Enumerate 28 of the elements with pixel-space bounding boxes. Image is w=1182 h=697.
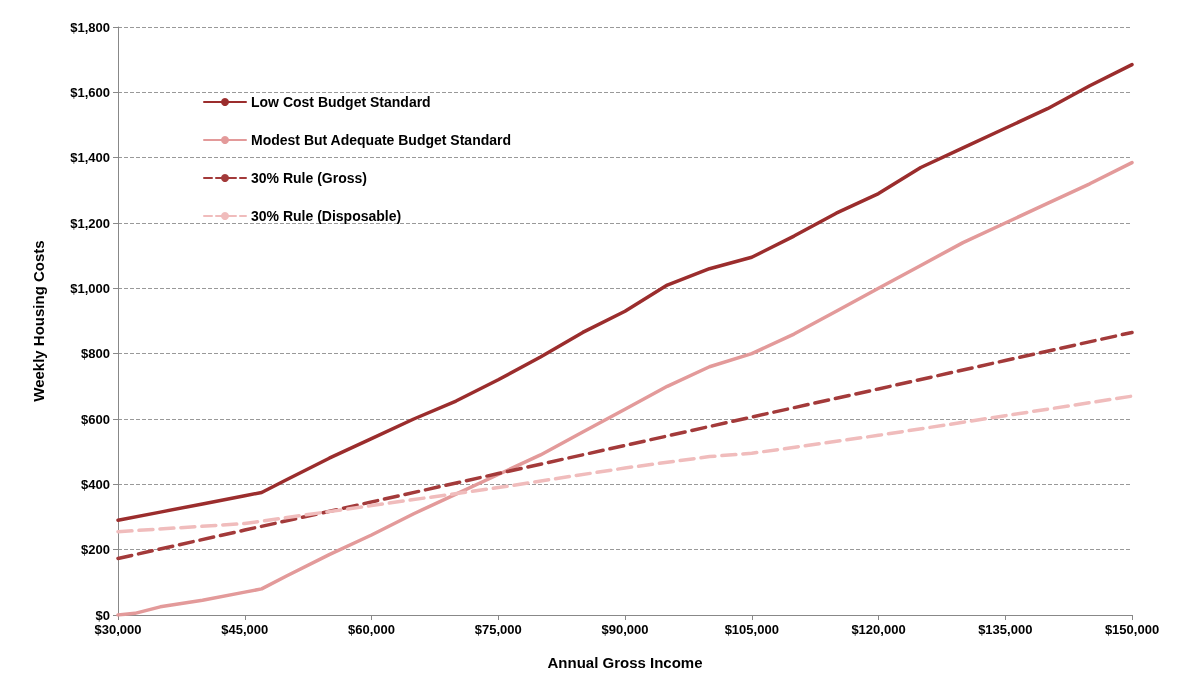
line-series: [116, 62, 1134, 523]
x-tick-label: $150,000: [1104, 622, 1160, 637]
legend-label: Modest But Adequate Budget Standard: [251, 132, 512, 148]
y-tick-label: $400: [81, 476, 110, 492]
x-tick-label: $60,000: [348, 622, 395, 637]
x-tick-label: $105,000: [724, 622, 779, 637]
y-tick-label: $1,600: [70, 84, 110, 100]
x-tick-label: $30,000: [94, 622, 142, 637]
x-tick-label: $120,000: [851, 622, 906, 637]
x-tick-label: $75,000: [474, 622, 522, 637]
y-tick-label: $1,200: [70, 215, 110, 231]
y-tick-label: $1,400: [70, 150, 110, 166]
line-series: [116, 330, 1134, 561]
x-axis-title: Annual Gross Income: [547, 654, 703, 671]
y-tick-label: $1,000: [70, 280, 110, 296]
y-tick-label: $200: [81, 542, 110, 558]
legend-label: Low Cost Budget Standard: [251, 94, 431, 110]
y-axis-title: Weekly Housing Costs: [30, 240, 47, 402]
x-tick-label: $90,000: [601, 622, 649, 637]
y-tick-label: $0: [95, 607, 110, 623]
y-tick-label: $1,800: [70, 19, 110, 35]
x-tick-label: $135,000: [978, 622, 1033, 637]
legend-label: 30% Rule (Gross): [251, 170, 367, 186]
y-tick-label: $800: [81, 346, 110, 362]
x-tick-label: $45,000: [221, 622, 269, 637]
line-series: [116, 394, 1134, 534]
legend-label: 30% Rule (Disposable): [251, 208, 402, 224]
y-tick-label: $600: [81, 411, 110, 427]
